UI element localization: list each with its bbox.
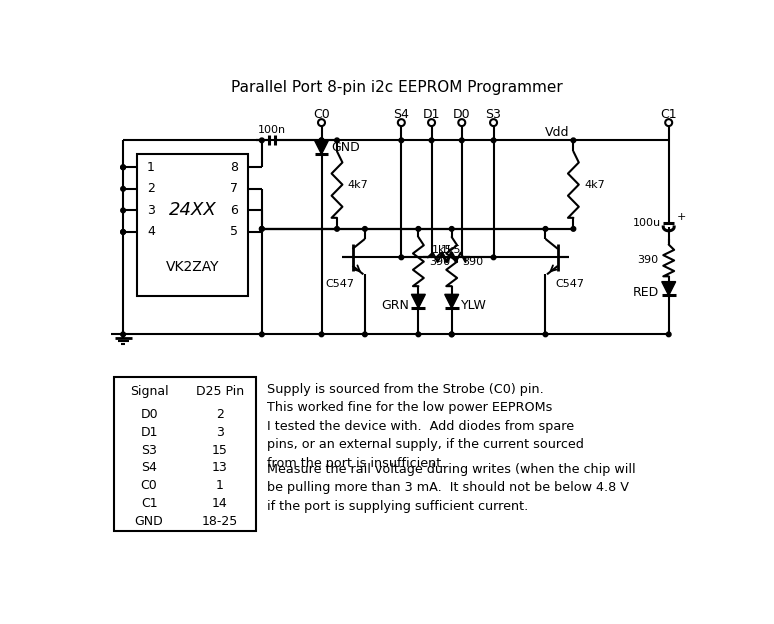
Text: Vdd: Vdd <box>545 126 570 139</box>
Text: VK2ZAY: VK2ZAY <box>166 260 219 275</box>
Circle shape <box>121 230 125 234</box>
Circle shape <box>121 165 125 170</box>
Text: S3: S3 <box>141 444 157 457</box>
Circle shape <box>362 227 367 231</box>
Text: C0: C0 <box>313 109 330 122</box>
Circle shape <box>259 227 264 231</box>
Text: YLW: YLW <box>461 299 487 311</box>
Text: 2: 2 <box>147 182 155 195</box>
Text: GRN: GRN <box>382 299 409 311</box>
Circle shape <box>334 138 339 143</box>
Text: 100u: 100u <box>633 218 661 228</box>
Text: 8: 8 <box>230 161 238 173</box>
Circle shape <box>362 332 367 337</box>
Text: C0: C0 <box>141 479 157 492</box>
Text: 3: 3 <box>147 204 155 217</box>
Text: 18-25: 18-25 <box>202 515 238 529</box>
Text: +: + <box>676 212 686 222</box>
Text: C547: C547 <box>326 278 354 288</box>
Circle shape <box>319 138 324 143</box>
Text: 3: 3 <box>216 426 224 439</box>
Text: GND: GND <box>135 515 163 529</box>
Text: 13: 13 <box>212 462 228 474</box>
Circle shape <box>319 332 324 337</box>
Text: D1: D1 <box>423 109 440 122</box>
Text: 390: 390 <box>430 256 450 266</box>
Circle shape <box>399 255 404 260</box>
FancyBboxPatch shape <box>114 378 255 531</box>
Polygon shape <box>662 281 676 296</box>
Text: 4k7: 4k7 <box>584 180 605 190</box>
Circle shape <box>491 138 496 143</box>
Circle shape <box>571 138 576 143</box>
Circle shape <box>571 227 576 231</box>
Circle shape <box>121 165 125 170</box>
Text: GND: GND <box>331 141 361 154</box>
Text: D0: D0 <box>140 407 158 421</box>
Circle shape <box>543 227 548 231</box>
Circle shape <box>121 230 125 234</box>
Text: RED: RED <box>633 286 659 299</box>
Text: S4: S4 <box>141 462 157 474</box>
Text: D0: D0 <box>453 109 471 122</box>
Text: Parallel Port 8-pin i2c EEPROM Programmer: Parallel Port 8-pin i2c EEPROM Programme… <box>231 80 563 95</box>
Text: S3: S3 <box>485 109 502 122</box>
Text: C1: C1 <box>660 109 677 122</box>
Text: 5: 5 <box>230 225 238 238</box>
Circle shape <box>319 138 324 143</box>
Circle shape <box>334 227 339 231</box>
Text: C1: C1 <box>141 497 157 510</box>
Circle shape <box>416 227 421 231</box>
Text: Measure the rail voltage during writes (when the chip will
be pulling more than : Measure the rail voltage during writes (… <box>267 463 636 513</box>
Text: 1k5: 1k5 <box>432 245 453 255</box>
Text: 6: 6 <box>230 204 238 217</box>
Circle shape <box>121 187 125 191</box>
Polygon shape <box>314 140 328 154</box>
Circle shape <box>259 332 264 337</box>
Text: 24XX: 24XX <box>169 201 217 218</box>
Text: D1: D1 <box>140 426 158 439</box>
Polygon shape <box>412 295 426 308</box>
Circle shape <box>666 332 671 337</box>
Text: D25 Pin: D25 Pin <box>196 385 244 398</box>
Polygon shape <box>445 295 459 308</box>
Text: 14: 14 <box>212 497 228 510</box>
Text: 4: 4 <box>147 225 155 238</box>
Text: 1: 1 <box>216 479 224 492</box>
Text: 390: 390 <box>637 255 658 265</box>
Text: C547: C547 <box>556 278 585 288</box>
Text: 100n: 100n <box>258 125 286 135</box>
Text: 1: 1 <box>147 161 155 173</box>
Circle shape <box>121 208 125 213</box>
Circle shape <box>450 332 454 337</box>
Circle shape <box>491 255 496 260</box>
Text: 2: 2 <box>216 407 224 421</box>
Text: 390: 390 <box>463 256 484 266</box>
Text: 7: 7 <box>230 182 238 195</box>
Text: 1k5: 1k5 <box>440 245 461 255</box>
Circle shape <box>121 332 125 337</box>
Circle shape <box>416 332 421 337</box>
Circle shape <box>460 138 464 143</box>
Circle shape <box>259 138 264 143</box>
Circle shape <box>450 227 454 231</box>
Text: Supply is sourced from the Strobe (C0) pin.
This worked fine for the low power E: Supply is sourced from the Strobe (C0) p… <box>267 383 584 470</box>
FancyBboxPatch shape <box>137 154 248 296</box>
Text: 15: 15 <box>212 444 228 457</box>
Text: 4k7: 4k7 <box>348 180 368 190</box>
Circle shape <box>430 138 434 143</box>
Text: S4: S4 <box>393 109 409 122</box>
Circle shape <box>450 332 454 337</box>
Text: Signal: Signal <box>130 385 169 398</box>
Circle shape <box>399 138 404 143</box>
Circle shape <box>543 332 548 337</box>
Circle shape <box>259 227 264 231</box>
